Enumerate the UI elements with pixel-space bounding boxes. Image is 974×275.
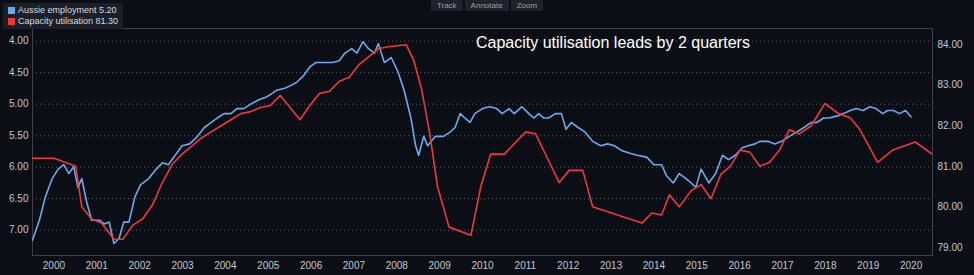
html-text:Capacity utilisation leads by: Capacity utilisation leads by 2 quarters <box>476 34 750 51</box>
svg-text:80.00: 80.00 <box>938 201 963 212</box>
svg-text:2017: 2017 <box>771 260 794 271</box>
svg-text:2019: 2019 <box>857 260 880 271</box>
svg-text:2001: 2001 <box>86 260 109 271</box>
svg-text:2013: 2013 <box>600 260 623 271</box>
svg-text:2006: 2006 <box>300 260 323 271</box>
svg-text:2003: 2003 <box>171 260 194 271</box>
svg-text:5.50: 5.50 <box>9 130 29 141</box>
svg-text:84.00: 84.00 <box>938 39 963 50</box>
svg-text:2016: 2016 <box>729 260 752 271</box>
svg-text:2008: 2008 <box>386 260 409 271</box>
svg-text:6.00: 6.00 <box>9 161 29 172</box>
svg-text:2015: 2015 <box>686 260 709 271</box>
html-text:Aussie employment 5.20: Aussie employment 5.20 <box>18 5 117 15</box>
svg-text:4.00: 4.00 <box>9 35 29 46</box>
html-text:Zoom: Zoom <box>516 1 538 10</box>
svg-text:5.00: 5.00 <box>9 98 29 109</box>
svg-text:7.00: 7.00 <box>9 224 29 235</box>
svg-text:2009: 2009 <box>429 260 452 271</box>
svg-text:2004: 2004 <box>214 260 237 271</box>
svg-text:81.00: 81.00 <box>938 161 963 172</box>
html-text:Track: Track <box>436 1 457 10</box>
svg-text:82.00: 82.00 <box>938 120 963 131</box>
svg-text:2010: 2010 <box>471 260 494 271</box>
html-text:Capacity utilisation 81.30: Capacity utilisation 81.30 <box>18 16 119 26</box>
html-text:Annotate: Annotate <box>470 1 503 10</box>
svg-text:4.50: 4.50 <box>9 67 29 78</box>
svg-text:79.00: 79.00 <box>938 242 963 253</box>
svg-text:2002: 2002 <box>129 260 152 271</box>
svg-text:2018: 2018 <box>814 260 837 271</box>
svg-text:2000: 2000 <box>43 260 66 271</box>
svg-text:2012: 2012 <box>557 260 580 271</box>
svg-text:2011: 2011 <box>515 260 537 271</box>
svg-text:6.50: 6.50 <box>9 193 29 204</box>
svg-text:2020: 2020 <box>900 260 923 271</box>
svg-text:83.00: 83.00 <box>938 79 963 90</box>
svg-text:2007: 2007 <box>343 260 366 271</box>
svg-text:2014: 2014 <box>643 260 666 271</box>
svg-text:2005: 2005 <box>257 260 280 271</box>
